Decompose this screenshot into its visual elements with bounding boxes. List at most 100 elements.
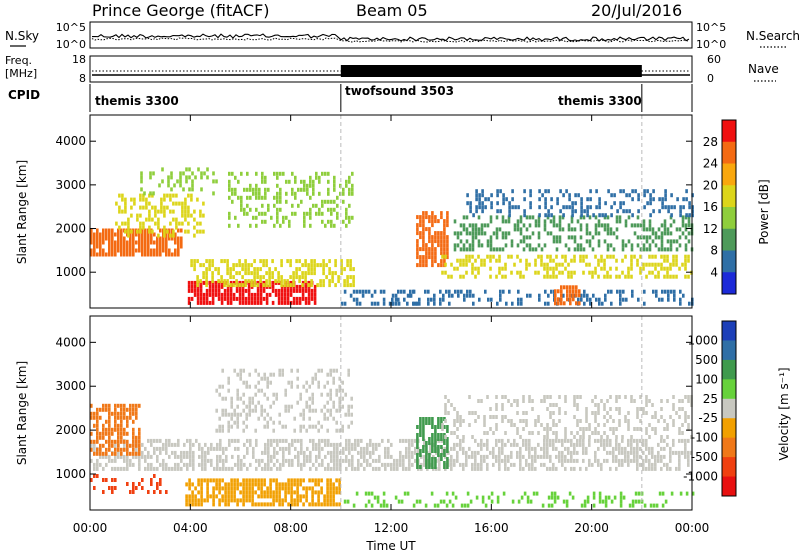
- heatmap-cell-0-4: [280, 263, 283, 268]
- heatmap-cell-0-10: [496, 193, 499, 198]
- heatmap-cell-0-10: [502, 193, 505, 198]
- heatmap-cell-1-0: [354, 438, 357, 443]
- heatmap-cell-0-4: [289, 275, 292, 280]
- heatmap-cell-1-0: [234, 438, 237, 443]
- heatmap-cell-0-3: [238, 296, 242, 301]
- heatmap-cell-1-6: [451, 491, 455, 496]
- heatmap-cell-0-9: [636, 243, 640, 248]
- heatmap-cell-1-0: [165, 438, 168, 443]
- heatmap-cell-1-0: [477, 462, 480, 467]
- heatmap-cell-0-3: [241, 296, 245, 301]
- heatmap-cell-1-0: [174, 442, 177, 447]
- heatmap-cell-0-3: [265, 292, 269, 297]
- heatmap-cell-0-7: [434, 247, 437, 252]
- heatmap-cell-0-10: [478, 205, 481, 210]
- heatmap-cell-0-1: [148, 213, 151, 218]
- heatmap-cell-1-4: [443, 441, 446, 445]
- heatmap-cell-0-8: [630, 258, 633, 263]
- heatmap-cell-1-2: [332, 482, 335, 487]
- heatmap-cell-0-4: [229, 271, 232, 276]
- heatmap-cell-1-0: [318, 454, 321, 459]
- heatmap-cell-1-0: [561, 458, 564, 463]
- heatmap-cell-0-1: [181, 221, 184, 226]
- heatmap-cell-0-11: [631, 289, 634, 294]
- heatmap-cell-0-0: [114, 248, 117, 253]
- heatmap-cell-1-2: [221, 478, 224, 483]
- heatmap-cell-1-5: [672, 395, 675, 399]
- heatmap-cell-0-5: [288, 179, 291, 184]
- heatmap-cell-1-0: [636, 446, 639, 451]
- heatmap-cell-1-0: [321, 446, 324, 451]
- heatmap-cell-0-8: [618, 274, 621, 279]
- heatmap-cell-0-7: [446, 223, 449, 228]
- heatmap-cell-1-0: [423, 454, 426, 459]
- heatmap-cell-0-5: [237, 179, 240, 184]
- heatmap-cell-0-11: [589, 301, 592, 306]
- heatmap-cell-1-2: [233, 486, 236, 491]
- heatmap-cell-1-3: [263, 372, 266, 377]
- heatmap-cell-1-0: [375, 446, 378, 451]
- heatmap-cell-1-2: [302, 478, 305, 483]
- heatmap-cell-1-0: [111, 466, 114, 471]
- heatmap-cell-1-2: [239, 482, 242, 487]
- heatmap-cell-0-9: [543, 219, 547, 224]
- heatmap-cell-0-8: [480, 262, 483, 267]
- heatmap-cell-1-2: [320, 502, 323, 507]
- heatmap-cell-0-9: [456, 243, 460, 248]
- heatmap-cell-1-3: [236, 392, 239, 397]
- heatmap-cell-1-1: [123, 431, 126, 436]
- heatmap-cell-1-0: [303, 454, 306, 459]
- heatmap-cell-1-0: [621, 458, 624, 463]
- heatmap-cell-1-6: [451, 503, 455, 508]
- heatmap-cell-1-0: [204, 442, 207, 447]
- heatmap-cell-0-9: [687, 223, 691, 228]
- heatmap-cell-0-5: [273, 223, 276, 228]
- heatmap-cell-0-8: [546, 266, 549, 271]
- heatmap-cell-0-9: [651, 231, 655, 236]
- heatmap-cell-1-2: [332, 486, 335, 491]
- heatmap-cell-0-10: [523, 213, 526, 218]
- heatmap-cell-0-10: [661, 197, 664, 202]
- heatmap-cell-0-0: [129, 236, 132, 241]
- heatmap-cell-0-9: [600, 223, 604, 228]
- heatmap-cell-1-0: [330, 458, 333, 463]
- heatmap-cell-0-4: [235, 271, 238, 276]
- heatmap-cell-0-7: [440, 211, 443, 216]
- heatmap-cell-1-0: [333, 454, 336, 459]
- heatmap-cell-0-7: [425, 263, 428, 268]
- heatmap-cell-0-10: [658, 209, 661, 214]
- heatmap-cell-1-0: [177, 438, 180, 443]
- heatmap-cell-0-5: [276, 219, 279, 224]
- heatmap-cell-0-5: [345, 183, 348, 188]
- heatmap-cell-0-9: [684, 223, 688, 228]
- heatmap-cell-0-2: [182, 187, 185, 192]
- heatmap-cell-0-5: [264, 179, 267, 184]
- heatmap-cell-0-9: [519, 227, 523, 232]
- heatmap-cell-1-0: [546, 446, 549, 451]
- heatmap-cell-0-1: [184, 197, 187, 202]
- heatmap-cell-0-8: [588, 262, 591, 267]
- heatmap-cell-0-1: [160, 205, 163, 210]
- heatmap-cell-1-0: [240, 458, 243, 463]
- heatmap-cell-1-5: [459, 419, 462, 423]
- heatmap-cell-1-2: [338, 478, 341, 483]
- heatmap-cell-1-0: [627, 462, 630, 467]
- heatmap-cell-0-0: [132, 236, 135, 241]
- heatmap-cell-1-2: [332, 494, 335, 499]
- heatmap-cell-1-6: [613, 495, 617, 500]
- heatmap-cell-1-0: [531, 458, 534, 463]
- heatmap-cell-1-5: [582, 427, 585, 431]
- heatmap-cell-1-0: [243, 442, 246, 447]
- heatmap-cell-0-10: [607, 189, 610, 194]
- heatmap-cell-1-0: [654, 454, 657, 459]
- heatmap-cell-0-7: [428, 235, 431, 240]
- heatmap-cell-0-5: [228, 187, 231, 192]
- heatmap-cell-0-9: [510, 243, 514, 248]
- heatmap-cell-0-11: [538, 297, 541, 302]
- heatmap-cell-0-3: [250, 300, 254, 305]
- heatmap-cell-1-0: [369, 442, 372, 447]
- heatmap-cell-1-0: [258, 462, 261, 467]
- heatmap-cell-0-9: [663, 227, 667, 232]
- heatmap-cell-1-0: [357, 450, 360, 455]
- heatmap-cell-1-5: [549, 415, 552, 419]
